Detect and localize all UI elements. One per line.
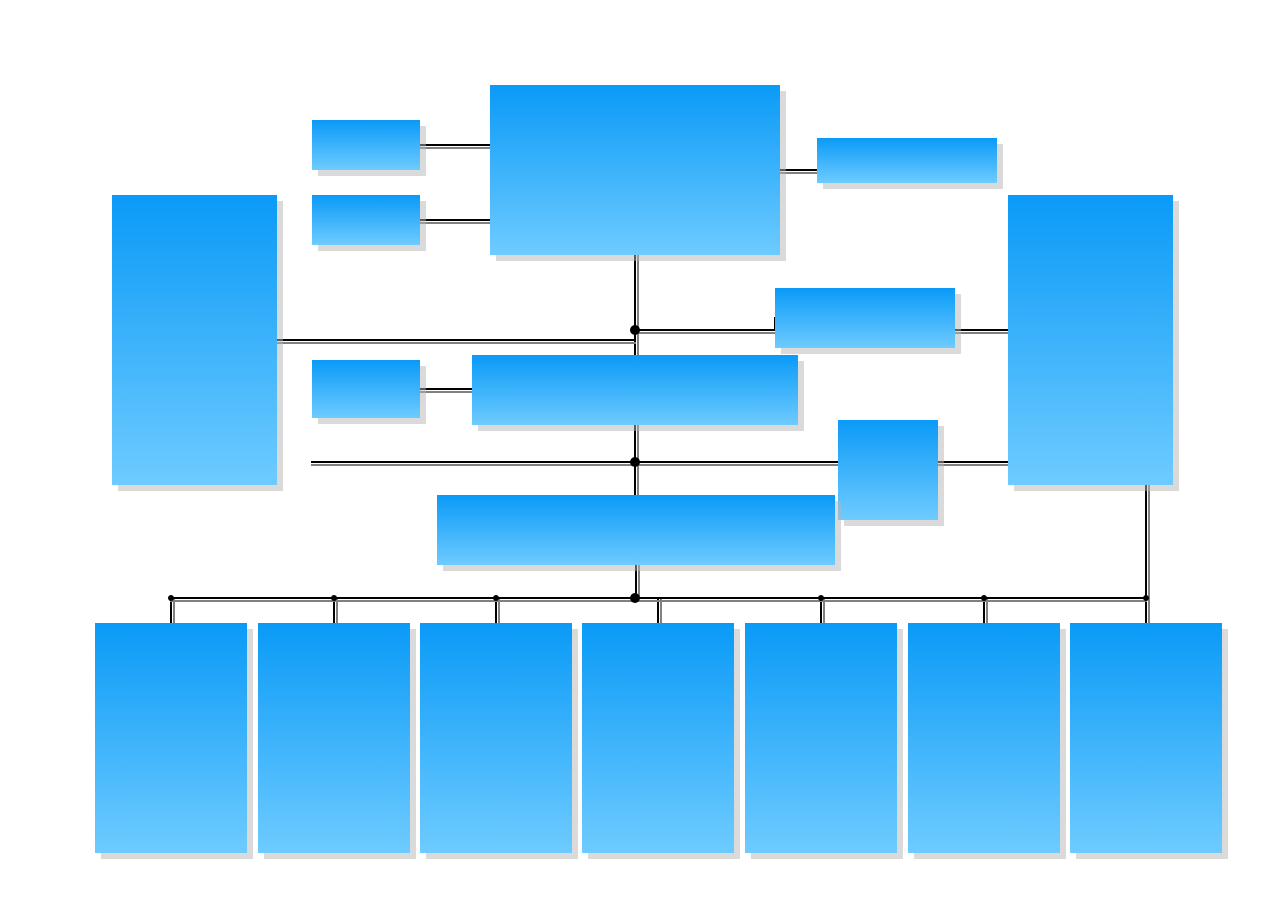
node-top-main: [490, 85, 780, 255]
node-leaf-1: [95, 623, 247, 853]
node-leaf-4: [582, 623, 734, 853]
node-leaf-3: [420, 623, 572, 853]
node-leaf-7: [1070, 623, 1222, 853]
org-chart-diagram: [0, 0, 1280, 904]
node-mid-left-small: [312, 360, 420, 418]
node-top-left-a: [312, 120, 420, 170]
node-mid-right-square: [838, 420, 938, 520]
node-leaf-6: [908, 623, 1060, 853]
node-leaf-5: [745, 623, 897, 853]
node-wide-bar: [437, 495, 835, 565]
node-tall-right: [1008, 195, 1173, 485]
node-mid-right-float: [775, 288, 955, 348]
node-tall-left: [112, 195, 277, 485]
node-top-left-b: [312, 195, 420, 245]
node-mid-center: [472, 355, 798, 425]
node-leaf-2: [258, 623, 410, 853]
node-top-right-a: [817, 138, 997, 183]
